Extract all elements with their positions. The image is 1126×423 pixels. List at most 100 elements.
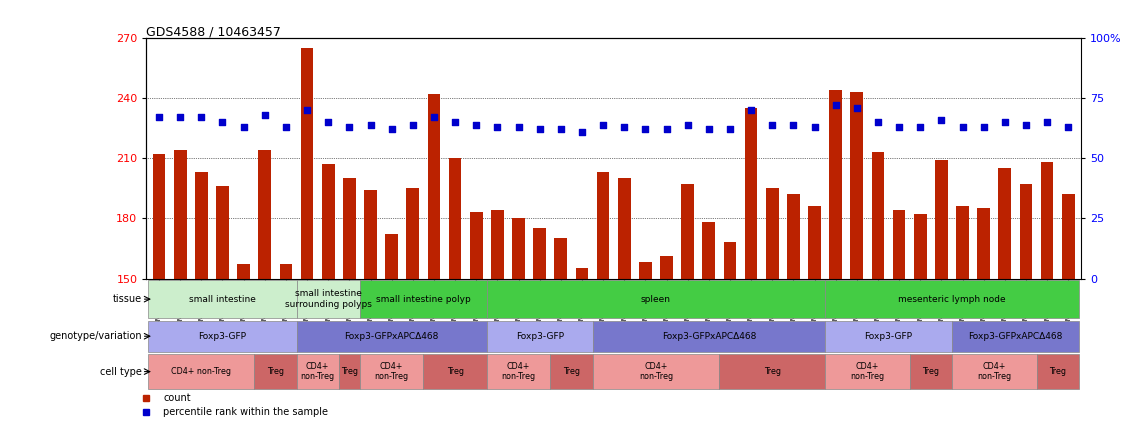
Bar: [766, 188, 778, 278]
Point: [234, 124, 252, 130]
Bar: [660, 256, 673, 278]
Point: [1060, 124, 1078, 130]
Text: CD4+
non-Treg: CD4+ non-Treg: [850, 362, 884, 381]
Text: spleen: spleen: [641, 295, 671, 304]
Bar: [720, 354, 825, 389]
Bar: [872, 152, 884, 278]
Bar: [339, 354, 360, 389]
Bar: [825, 280, 1079, 319]
Text: tissue: tissue: [113, 294, 142, 304]
Text: Foxp3-GFP: Foxp3-GFP: [198, 332, 247, 341]
Bar: [486, 321, 592, 352]
Text: Treg: Treg: [922, 367, 939, 376]
Bar: [195, 172, 207, 278]
Text: small intestine: small intestine: [189, 295, 256, 304]
Bar: [825, 321, 951, 352]
Text: CD4+
non-Treg: CD4+ non-Treg: [977, 362, 1011, 381]
Bar: [449, 158, 462, 278]
Bar: [486, 354, 551, 389]
Bar: [850, 92, 864, 278]
Bar: [914, 214, 927, 278]
Bar: [618, 179, 631, 278]
Bar: [423, 354, 486, 389]
Point: [193, 114, 211, 121]
Bar: [534, 228, 546, 278]
Text: CD4+
non-Treg: CD4+ non-Treg: [501, 362, 536, 381]
Bar: [238, 264, 250, 278]
Bar: [830, 90, 842, 278]
Point: [615, 124, 633, 130]
Bar: [254, 354, 296, 389]
Bar: [554, 239, 568, 278]
Point: [256, 112, 274, 118]
Text: percentile rank within the sample: percentile rank within the sample: [163, 407, 328, 417]
Text: Treg: Treg: [763, 367, 780, 376]
Bar: [343, 179, 356, 278]
Bar: [640, 263, 652, 278]
Bar: [360, 280, 486, 319]
Point: [975, 124, 993, 130]
Point: [636, 126, 654, 133]
Bar: [279, 264, 293, 278]
Bar: [808, 206, 821, 278]
Text: Treg: Treg: [447, 367, 464, 376]
Bar: [787, 194, 799, 278]
Point: [150, 114, 168, 121]
Bar: [512, 218, 525, 278]
Bar: [259, 150, 271, 278]
Point: [954, 124, 972, 130]
Point: [595, 121, 613, 128]
Bar: [491, 210, 503, 278]
Text: small intestine polyp: small intestine polyp: [376, 295, 471, 304]
Point: [932, 116, 950, 123]
Bar: [724, 242, 736, 278]
Point: [763, 121, 781, 128]
Point: [742, 107, 760, 114]
Bar: [1037, 354, 1079, 389]
Text: Foxp3-GFP: Foxp3-GFP: [865, 332, 912, 341]
Bar: [1020, 184, 1033, 278]
Bar: [977, 209, 990, 278]
Text: cell type: cell type: [100, 367, 142, 376]
Bar: [296, 354, 339, 389]
Bar: [951, 321, 1079, 352]
Text: Treg: Treg: [341, 367, 358, 376]
Point: [869, 119, 887, 126]
Point: [995, 119, 1013, 126]
Bar: [296, 280, 360, 319]
Point: [383, 126, 401, 133]
Point: [805, 124, 823, 130]
Point: [509, 124, 527, 130]
Point: [319, 119, 337, 126]
Point: [425, 114, 443, 121]
Point: [848, 104, 866, 111]
Bar: [486, 280, 825, 319]
Point: [489, 124, 507, 130]
Text: CD4+
non-Treg: CD4+ non-Treg: [375, 362, 409, 381]
Bar: [592, 354, 720, 389]
Text: Foxp3-GFPxAPCΔ468: Foxp3-GFPxAPCΔ468: [662, 332, 756, 341]
Bar: [149, 321, 296, 352]
Bar: [597, 172, 609, 278]
Text: Foxp3-GFPxAPCΔ468: Foxp3-GFPxAPCΔ468: [968, 332, 1063, 341]
Point: [214, 119, 232, 126]
Bar: [364, 190, 377, 278]
Text: GDS4588 / 10463457: GDS4588 / 10463457: [146, 25, 282, 38]
Point: [277, 124, 295, 130]
Text: genotype/variation: genotype/variation: [50, 331, 142, 341]
Point: [679, 121, 697, 128]
Point: [1038, 119, 1056, 126]
Bar: [551, 354, 592, 389]
Bar: [360, 354, 423, 389]
Point: [404, 121, 422, 128]
Bar: [322, 164, 334, 278]
Point: [826, 102, 844, 109]
Text: Treg: Treg: [1049, 367, 1066, 376]
Point: [658, 126, 676, 133]
Point: [891, 124, 909, 130]
Bar: [428, 94, 440, 278]
Text: count: count: [163, 393, 190, 403]
Point: [700, 126, 718, 133]
Bar: [296, 321, 486, 352]
Bar: [385, 234, 397, 278]
